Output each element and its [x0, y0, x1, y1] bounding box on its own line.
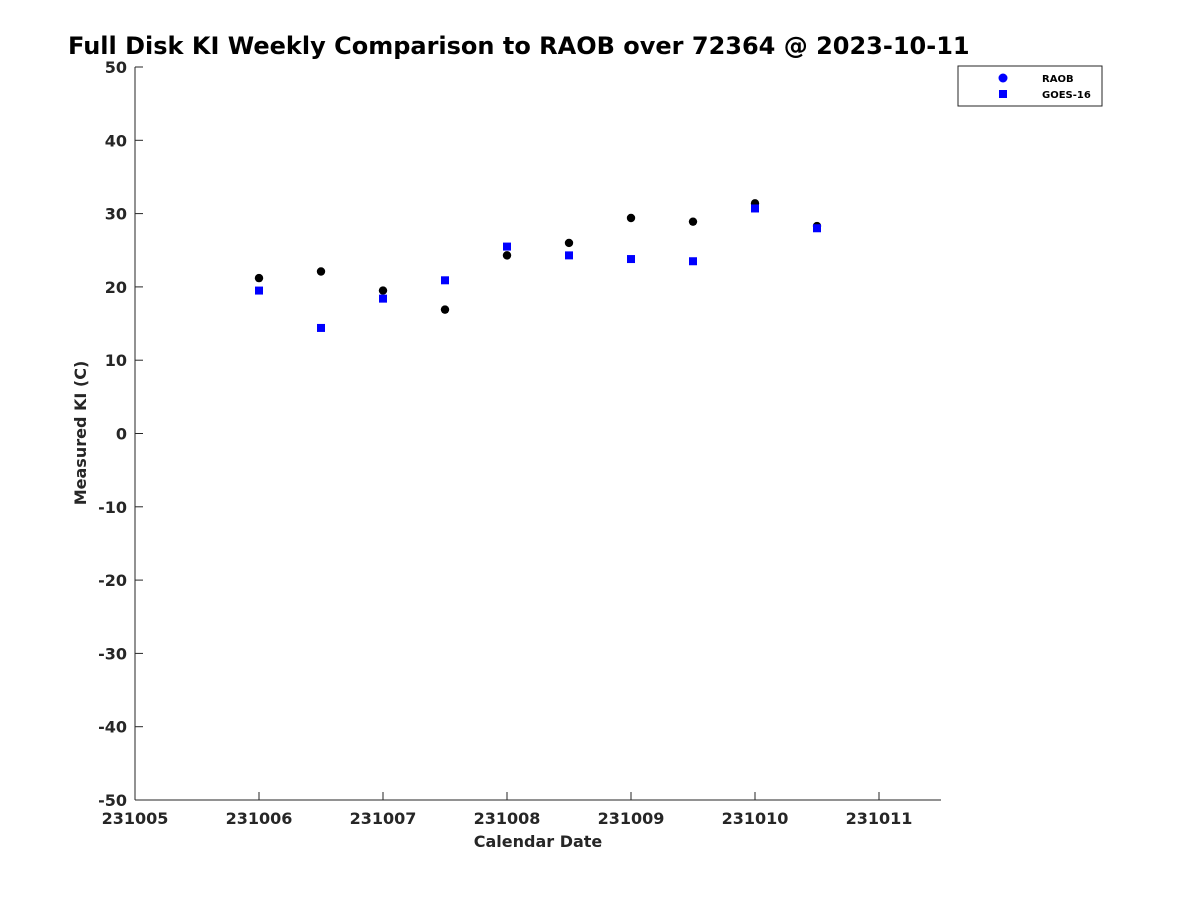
- x-tick-label: 231010: [722, 809, 789, 828]
- x-tick-label: 231008: [474, 809, 541, 828]
- raob-point: [316, 267, 326, 276]
- x-axis-title: Calendar Date: [474, 832, 603, 851]
- raob-point: [440, 305, 450, 314]
- legend-label-goes-16: GOES-16: [1042, 90, 1091, 101]
- goes-16-point: [503, 242, 511, 251]
- legend-marker-raob: [998, 73, 1008, 83]
- y-tick-label: 30: [105, 205, 127, 224]
- y-tick-label: -20: [98, 571, 127, 590]
- y-tick-label: 10: [105, 351, 127, 370]
- chart-title: Full Disk KI Weekly Comparison to RAOB o…: [68, 32, 970, 60]
- y-tick-label: 20: [105, 278, 127, 297]
- y-tick-label: 40: [105, 131, 127, 150]
- y-tick-label: -10: [98, 498, 127, 517]
- goes-16-point: [751, 204, 759, 213]
- goes-16-point: [441, 276, 449, 285]
- goes-16-point: [813, 224, 821, 233]
- goes-16-point: [627, 255, 635, 264]
- y-tick-label: -40: [98, 718, 127, 737]
- goes-16-point: [565, 251, 573, 260]
- x-tick-label: 231011: [846, 809, 913, 828]
- y-tick-label: -30: [98, 644, 127, 663]
- legend: RAOB GOES-16: [957, 65, 1103, 107]
- goes-16-point: [317, 323, 325, 332]
- x-tick-label: 231005: [102, 809, 169, 828]
- raob-point: [502, 251, 512, 260]
- raob-point: [564, 238, 574, 248]
- axes: [134, 67, 941, 801]
- goes-16-point: [255, 286, 263, 295]
- y-tick-label: 50: [105, 58, 127, 77]
- x-tick-label: 231006: [226, 809, 293, 828]
- goes-16-point: [689, 257, 697, 266]
- data-markers: [254, 199, 822, 332]
- legend-marker-goes-16: [999, 90, 1007, 98]
- raob-point: [688, 217, 698, 226]
- x-tick-label: 231009: [598, 809, 665, 828]
- y-axis-title: Measured KI (C): [71, 361, 90, 506]
- raob-point: [626, 213, 636, 223]
- y-axis-ticks: -50 -40 -30 -20 -10 0 10 20 30 40 50: [98, 58, 143, 810]
- legend-box: [957, 65, 1103, 107]
- goes-16-point: [379, 294, 387, 303]
- x-axis-ticks: 231005 231006 231007 231008 231009 231010 2310…: [102, 792, 913, 828]
- legend-label-raob: RAOB: [1042, 74, 1074, 85]
- raob-point: [254, 273, 264, 283]
- y-tick-label: 0: [116, 425, 127, 444]
- x-tick-label: 231007: [350, 809, 417, 828]
- raob-point: [378, 286, 388, 295]
- y-tick-label: -50: [98, 791, 127, 810]
